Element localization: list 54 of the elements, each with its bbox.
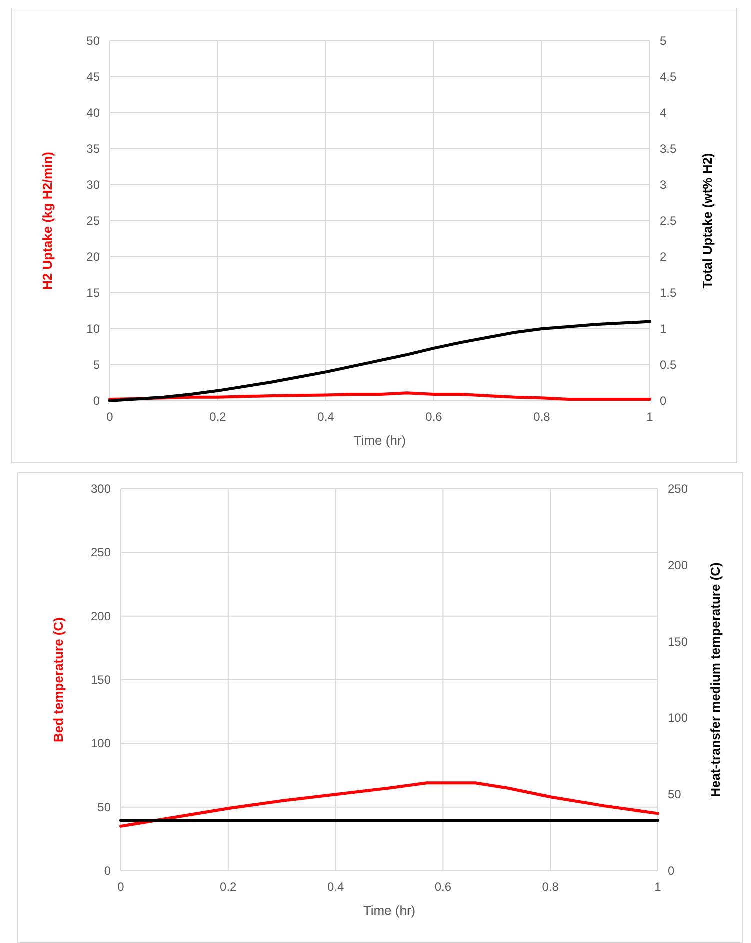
x-tick-label: 0.8: [534, 410, 551, 424]
y-tick-label: 250: [90, 546, 112, 560]
x-tick-label: 1: [654, 880, 662, 894]
y2-tick-label: 3: [660, 178, 667, 192]
y2-tick-label: 5: [660, 34, 667, 48]
y2-tick-label: 1.5: [660, 286, 678, 300]
y2-tick-label: 2: [660, 250, 667, 264]
y-tick-label: 300: [90, 482, 112, 496]
x-axis-title: Time (hr): [363, 903, 416, 918]
y-tick-label: 100: [90, 736, 112, 751]
y2-tick-label: 0: [668, 864, 675, 878]
y-tick-label: 50: [98, 800, 112, 814]
y2-tick-label: 3.5: [660, 142, 678, 156]
x-tick-label: 0.6: [426, 410, 443, 424]
y2-tick-label: 150: [668, 634, 688, 649]
y2-axis-title: Total Uptake (wt% H2): [700, 153, 715, 289]
y-tick-label: 200: [90, 609, 112, 624]
x-tick-label: 0: [118, 880, 125, 894]
y2-tick-label: 250: [668, 482, 688, 496]
y2-tick-label: 200: [668, 558, 688, 572]
x-tick-label: 0.2: [220, 880, 238, 894]
y2-tick-label: 4.5: [660, 70, 678, 84]
line-series: [108, 320, 652, 402]
y2-tick-label: 0: [660, 394, 667, 408]
x-tick-label: 1: [646, 410, 654, 424]
y2-tick-label: 0.5: [660, 358, 678, 372]
y2-tick-label: 100: [668, 711, 688, 726]
y-tick-label: 45: [86, 70, 100, 84]
x-axis-title: Time (hr): [354, 433, 406, 448]
y-tick-label: 0: [104, 864, 112, 878]
y-tick-label: 35: [86, 142, 100, 156]
y-tick-label: 25: [86, 214, 100, 228]
x-tick-label: 0.8: [542, 880, 560, 894]
y2-tick-label: 2.5: [660, 214, 678, 228]
y-axis-title: H2 Uptake (kg H2/min): [40, 152, 55, 290]
x-tick-label: 0.4: [318, 410, 335, 424]
y2-tick-label: 4: [660, 106, 667, 120]
y2-axis-title: Heat-transfer medium temperature (C): [708, 562, 723, 798]
x-tick-label: 0.6: [434, 880, 452, 894]
line-series: [120, 782, 660, 828]
y-tick-label: 150: [90, 673, 112, 687]
y-tick-label: 30: [86, 178, 100, 192]
y-tick-label: 20: [86, 250, 100, 264]
y-tick-label: 10: [86, 322, 100, 336]
x-tick-label: 0.2: [210, 410, 227, 424]
y-axis-title: Bed temperature (C): [51, 618, 66, 742]
y-tick-label: 40: [86, 106, 100, 120]
y-tick-label: 5: [93, 358, 100, 372]
x-tick-label: 0.4: [327, 880, 344, 894]
y-tick-label: 50: [86, 34, 100, 48]
y-tick-label: 0: [93, 394, 100, 408]
y-tick-label: 15: [86, 286, 100, 300]
y2-tick-label: 50: [668, 788, 682, 802]
y2-tick-label: 1: [660, 322, 667, 336]
